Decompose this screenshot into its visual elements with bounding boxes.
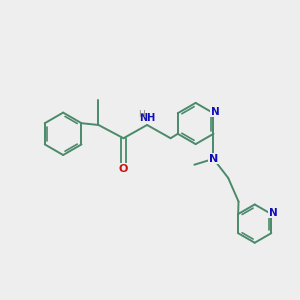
Text: NH: NH xyxy=(139,113,155,124)
Text: N: N xyxy=(209,154,218,164)
Text: N: N xyxy=(211,107,219,117)
Text: H: H xyxy=(138,110,145,119)
Text: N: N xyxy=(269,208,278,218)
Text: O: O xyxy=(119,164,128,173)
